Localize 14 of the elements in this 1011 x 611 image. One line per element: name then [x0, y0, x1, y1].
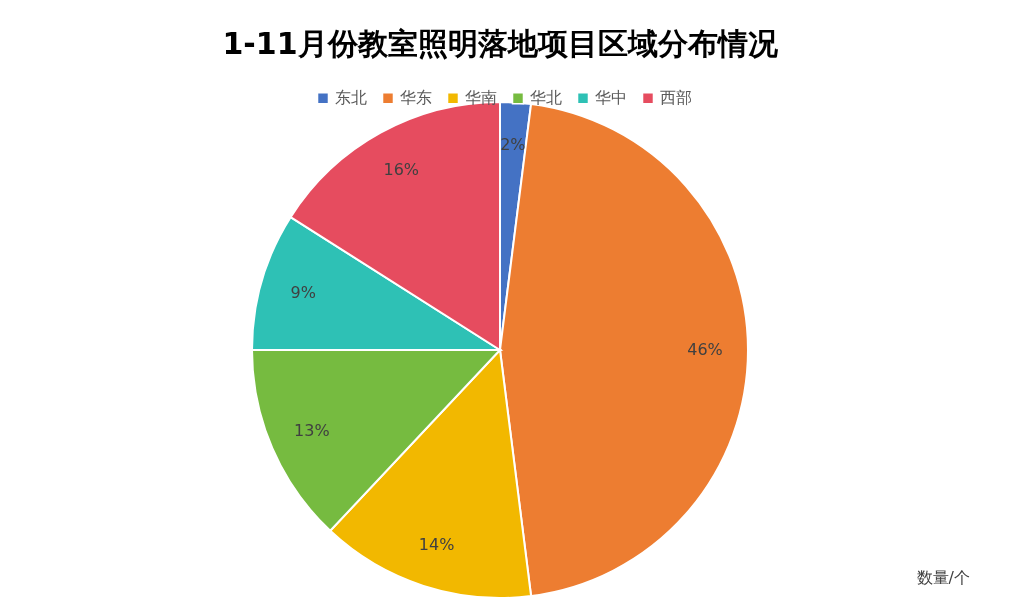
legend-label: 华东 [400, 88, 432, 108]
data-label: 2% [500, 135, 526, 155]
legend-label: 东北 [335, 88, 367, 108]
data-label: 9% [290, 282, 316, 302]
legend-label: 华南 [465, 88, 497, 108]
data-label: 46% [687, 340, 723, 359]
legend-label: 华北 [530, 88, 562, 108]
text: 数量/个 [916, 568, 970, 587]
legend-label: 西部 [660, 88, 692, 108]
data-label: 13% [294, 421, 330, 441]
chart-title: 1-11月份教室照明落地项目区域分布情况 [222, 26, 779, 61]
data-label: 16% [383, 160, 420, 180]
legend-label: 华中 [595, 88, 627, 108]
data-label: 14% [418, 534, 455, 554]
